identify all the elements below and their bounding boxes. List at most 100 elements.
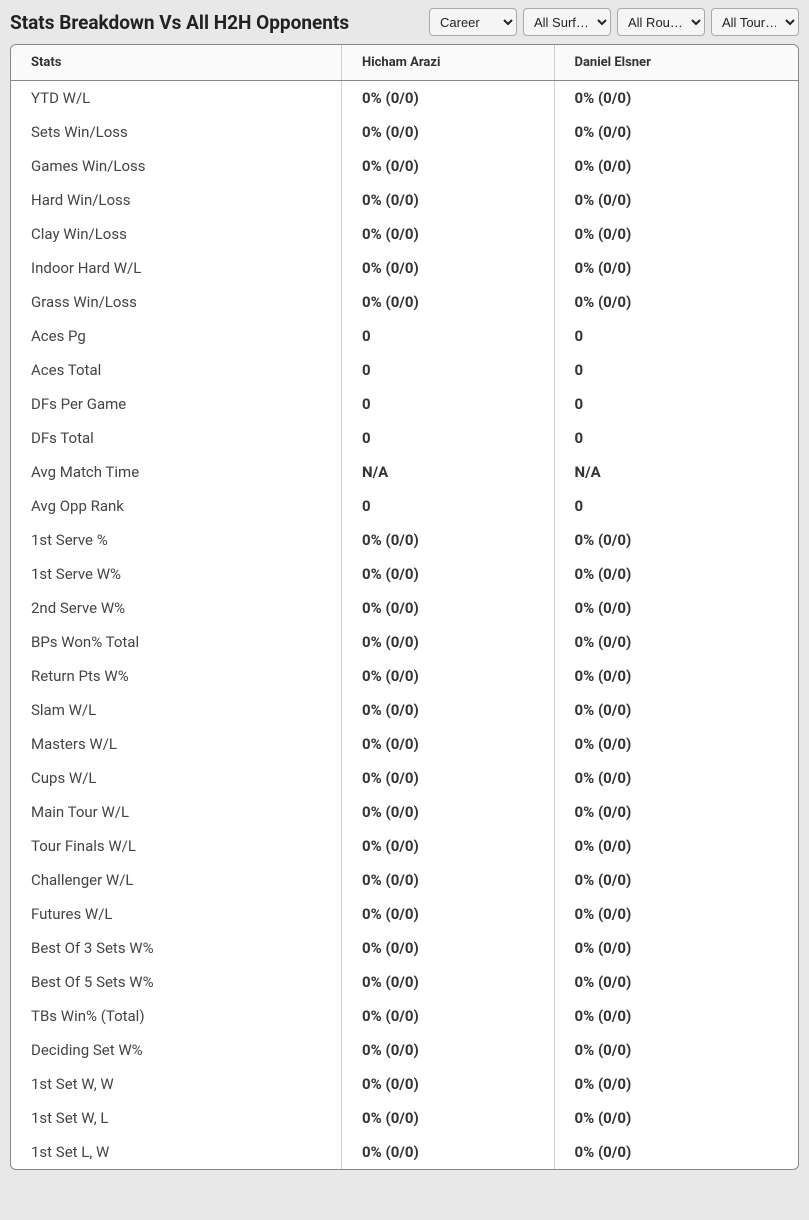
stat-value-player2: 0 xyxy=(554,387,798,421)
stat-value-player2: 0% (0/0) xyxy=(554,727,798,761)
stat-value-player1: 0% (0/0) xyxy=(342,557,554,591)
table-row: Aces Pg00 xyxy=(11,319,798,353)
stat-value-player2: N/A xyxy=(554,455,798,489)
stat-value-player2: 0% (0/0) xyxy=(554,1101,798,1135)
stat-value-player2: 0% (0/0) xyxy=(554,625,798,659)
stat-value-player2: 0% (0/0) xyxy=(554,1135,798,1169)
table-row: Cups W/L0% (0/0)0% (0/0) xyxy=(11,761,798,795)
stat-label: Indoor Hard W/L xyxy=(11,251,342,285)
stat-value-player1: 0 xyxy=(342,387,554,421)
stat-label: 1st Serve W% xyxy=(11,557,342,591)
filter-surface[interactable]: All Surf… xyxy=(523,8,611,36)
stat-value-player1: 0% (0/0) xyxy=(342,863,554,897)
table-row: Grass Win/Loss0% (0/0)0% (0/0) xyxy=(11,285,798,319)
stat-label: 1st Set W, L xyxy=(11,1101,342,1135)
stat-label: 1st Set L, W xyxy=(11,1135,342,1169)
table-row: Challenger W/L0% (0/0)0% (0/0) xyxy=(11,863,798,897)
stat-value-player1: 0% (0/0) xyxy=(342,81,554,116)
stat-value-player2: 0% (0/0) xyxy=(554,659,798,693)
table-row: 1st Serve W%0% (0/0)0% (0/0) xyxy=(11,557,798,591)
stat-value-player1: 0 xyxy=(342,353,554,387)
table-row: YTD W/L0% (0/0)0% (0/0) xyxy=(11,81,798,116)
stat-value-player2: 0% (0/0) xyxy=(554,557,798,591)
table-row: Deciding Set W%0% (0/0)0% (0/0) xyxy=(11,1033,798,1067)
stat-label: Challenger W/L xyxy=(11,863,342,897)
stat-value-player1: 0% (0/0) xyxy=(342,625,554,659)
stat-value-player1: 0 xyxy=(342,489,554,523)
stat-label: Return Pts W% xyxy=(11,659,342,693)
stat-value-player1: 0% (0/0) xyxy=(342,523,554,557)
table-row: Clay Win/Loss0% (0/0)0% (0/0) xyxy=(11,217,798,251)
table-row: 1st Set W, W0% (0/0)0% (0/0) xyxy=(11,1067,798,1101)
table-row: TBs Win% (Total)0% (0/0)0% (0/0) xyxy=(11,999,798,1033)
stat-value-player1: 0% (0/0) xyxy=(342,1135,554,1169)
stat-value-player1: 0% (0/0) xyxy=(342,761,554,795)
stat-value-player1: 0% (0/0) xyxy=(342,727,554,761)
table-row: Avg Opp Rank00 xyxy=(11,489,798,523)
stat-label: BPs Won% Total xyxy=(11,625,342,659)
table-row: Avg Match TimeN/AN/A xyxy=(11,455,798,489)
stat-value-player2: 0% (0/0) xyxy=(554,591,798,625)
stat-value-player2: 0 xyxy=(554,421,798,455)
table-row: Indoor Hard W/L0% (0/0)0% (0/0) xyxy=(11,251,798,285)
filter-career[interactable]: Career xyxy=(429,8,517,36)
stat-value-player2: 0% (0/0) xyxy=(554,251,798,285)
stat-label: Futures W/L xyxy=(11,897,342,931)
stat-value-player2: 0% (0/0) xyxy=(554,81,798,116)
table-row: 1st Set W, L0% (0/0)0% (0/0) xyxy=(11,1101,798,1135)
stat-value-player1: 0% (0/0) xyxy=(342,183,554,217)
table-row: Masters W/L0% (0/0)0% (0/0) xyxy=(11,727,798,761)
stat-label: Aces Pg xyxy=(11,319,342,353)
filter-group: Career All Surf… All Rou… All Tour… xyxy=(429,8,799,36)
stat-label: DFs Per Game xyxy=(11,387,342,421)
table-row: BPs Won% Total0% (0/0)0% (0/0) xyxy=(11,625,798,659)
stat-label: Best Of 5 Sets W% xyxy=(11,965,342,999)
stat-value-player1: 0% (0/0) xyxy=(342,285,554,319)
stat-value-player2: 0% (0/0) xyxy=(554,931,798,965)
stats-table: Stats Hicham Arazi Daniel Elsner YTD W/L… xyxy=(11,45,798,1169)
stat-value-player2: 0 xyxy=(554,489,798,523)
stat-value-player1: 0% (0/0) xyxy=(342,149,554,183)
filter-round[interactable]: All Rou… xyxy=(617,8,705,36)
stat-value-player2: 0% (0/0) xyxy=(554,523,798,557)
table-row: Tour Finals W/L0% (0/0)0% (0/0) xyxy=(11,829,798,863)
stat-label: Tour Finals W/L xyxy=(11,829,342,863)
filter-tour[interactable]: All Tour… xyxy=(711,8,799,36)
table-row: Best Of 3 Sets W%0% (0/0)0% (0/0) xyxy=(11,931,798,965)
stat-value-player1: 0 xyxy=(342,319,554,353)
stat-value-player2: 0% (0/0) xyxy=(554,999,798,1033)
stat-label: 1st Serve % xyxy=(11,523,342,557)
table-row: Main Tour W/L0% (0/0)0% (0/0) xyxy=(11,795,798,829)
stat-value-player2: 0% (0/0) xyxy=(554,829,798,863)
stat-value-player2: 0% (0/0) xyxy=(554,761,798,795)
stat-value-player2: 0% (0/0) xyxy=(554,897,798,931)
stat-value-player1: 0% (0/0) xyxy=(342,1101,554,1135)
table-row: 2nd Serve W%0% (0/0)0% (0/0) xyxy=(11,591,798,625)
stat-value-player2: 0% (0/0) xyxy=(554,795,798,829)
stat-label: Grass Win/Loss xyxy=(11,285,342,319)
table-row: Games Win/Loss0% (0/0)0% (0/0) xyxy=(11,149,798,183)
stat-label: DFs Total xyxy=(11,421,342,455)
stat-value-player2: 0% (0/0) xyxy=(554,183,798,217)
stat-label: Best Of 3 Sets W% xyxy=(11,931,342,965)
table-row: DFs Per Game00 xyxy=(11,387,798,421)
stat-value-player2: 0% (0/0) xyxy=(554,285,798,319)
stat-label: Slam W/L xyxy=(11,693,342,727)
stat-value-player1: 0% (0/0) xyxy=(342,251,554,285)
stats-table-container: Stats Hicham Arazi Daniel Elsner YTD W/L… xyxy=(10,44,799,1170)
table-row: 1st Set L, W0% (0/0)0% (0/0) xyxy=(11,1135,798,1169)
stat-label: 1st Set W, W xyxy=(11,1067,342,1101)
header-bar: Stats Breakdown Vs All H2H Opponents Car… xyxy=(0,0,809,44)
page-title: Stats Breakdown Vs All H2H Opponents xyxy=(10,11,429,34)
stat-value-player1: 0% (0/0) xyxy=(342,659,554,693)
stat-value-player2: 0% (0/0) xyxy=(554,115,798,149)
stat-value-player2: 0% (0/0) xyxy=(554,965,798,999)
table-row: Return Pts W%0% (0/0)0% (0/0) xyxy=(11,659,798,693)
stat-label: Deciding Set W% xyxy=(11,1033,342,1067)
stat-label: Games Win/Loss xyxy=(11,149,342,183)
stat-label: Avg Opp Rank xyxy=(11,489,342,523)
stat-value-player1: 0% (0/0) xyxy=(342,1033,554,1067)
table-row: 1st Serve %0% (0/0)0% (0/0) xyxy=(11,523,798,557)
stat-value-player1: 0% (0/0) xyxy=(342,1067,554,1101)
stat-value-player2: 0% (0/0) xyxy=(554,1067,798,1101)
